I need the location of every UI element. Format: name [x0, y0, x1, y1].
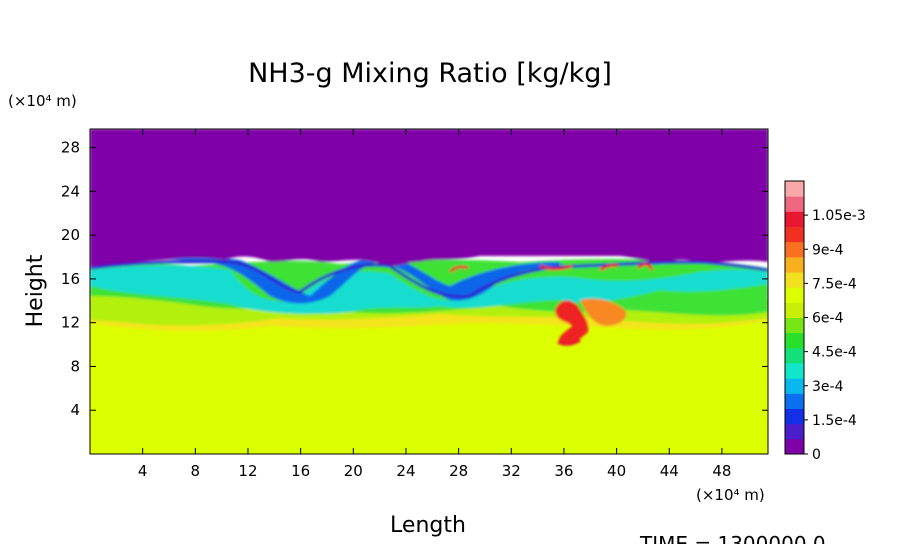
heatmap-field: [90, 129, 768, 454]
colorbar-swatch: [785, 196, 804, 212]
x-tick-label: 44: [660, 462, 679, 480]
colorbar-swatch: [785, 241, 804, 258]
colorbar-tick-label: 4.5e-4: [812, 345, 857, 361]
x-tick-label: 20: [344, 462, 363, 480]
colorbar-swatch: [785, 393, 804, 409]
colorbar-swatch: [785, 408, 804, 425]
x-tick-label: 16: [291, 462, 310, 480]
heatmap-mixing-layer: [90, 129, 768, 346]
x-tick-label: 40: [607, 462, 626, 480]
colorbar-tick-label: 6e-4: [812, 311, 844, 327]
colorbar-swatch: [785, 438, 804, 455]
colorbar-swatch: [785, 332, 804, 349]
heatmap-band-cyan: [90, 265, 768, 314]
y-axis-unit: (×10⁴ m): [8, 92, 77, 110]
colorbar-swatch: [785, 378, 804, 394]
colorbar-swatch: [785, 256, 804, 273]
x-tick-label: 32: [502, 462, 521, 480]
x-tick-label: 28: [449, 462, 468, 480]
x-tick-label: 24: [396, 462, 415, 480]
heatmap-red-streak-1: [539, 264, 573, 271]
colorbar-tick-label: 0: [812, 447, 821, 463]
heatmap-red-core: [555, 300, 589, 345]
colorbar-tick-label: 3e-4: [812, 379, 844, 395]
colorbar-swatch: [785, 272, 804, 288]
x-axis-unit: (×10⁴ m): [696, 486, 765, 504]
colorbar-tick-label: 7.5e-4: [812, 276, 857, 292]
heatmap-orange-patch: [580, 298, 627, 326]
y-axis-label: Height: [23, 254, 48, 327]
heatmap-red-streak-3: [448, 265, 469, 274]
heatmap-red-streak-5: [557, 338, 581, 346]
colorbar-tick-label: 1.05e-3: [812, 208, 866, 224]
colorbar-swatch: [785, 287, 804, 303]
y-tick-label: 20: [61, 226, 80, 244]
heatmap-red-streak-2: [599, 263, 619, 272]
heatmap-red-streak-4: [636, 262, 654, 271]
colorbar-swatch: [785, 347, 804, 364]
y-tick-label: 12: [61, 314, 80, 332]
x-tick-label: 4: [138, 462, 148, 480]
x-tick-label: 8: [191, 462, 201, 480]
colorbar-swatch: [785, 226, 804, 243]
chart-title: NH3-g Mixing Ratio [kg/kg]: [248, 58, 612, 89]
colorbar-swatch: [785, 211, 804, 227]
colorbar-swatch: [785, 302, 804, 318]
x-tick-label: 48: [712, 462, 731, 480]
y-tick-label: 28: [61, 139, 80, 157]
colorbar: 0 1.5e-4 3e-4 4.5e-4 6e-4 7.5e-4 9e-4 1.05e-3: [784, 180, 866, 463]
x-tick-label: 36: [554, 462, 573, 480]
x-tick-label: 12: [238, 462, 257, 480]
colorbar-tick-label: 9e-4: [812, 242, 844, 258]
time-annotation: TIME = 1300000.0: [639, 532, 826, 544]
y-tick-label: 4: [70, 401, 80, 419]
colorbar-swatch: [785, 363, 804, 379]
heatmap-band-blue: [90, 256, 560, 304]
plot-frame: [89, 128, 769, 455]
y-tick-label: 8: [70, 357, 80, 375]
y-tick-label: 16: [61, 270, 80, 288]
heatmap-filament-blue: [90, 260, 768, 299]
x-axis-label: Length: [390, 513, 466, 538]
colorbar-swatch: [785, 181, 804, 197]
y-tick-label: 24: [61, 182, 80, 200]
colorbar-swatch: [785, 423, 804, 440]
colorbar-tick-label: 1.5e-4: [812, 413, 857, 429]
colorbar-swatch: [785, 317, 804, 334]
heatmap-band-purple-edge: [90, 129, 768, 267]
